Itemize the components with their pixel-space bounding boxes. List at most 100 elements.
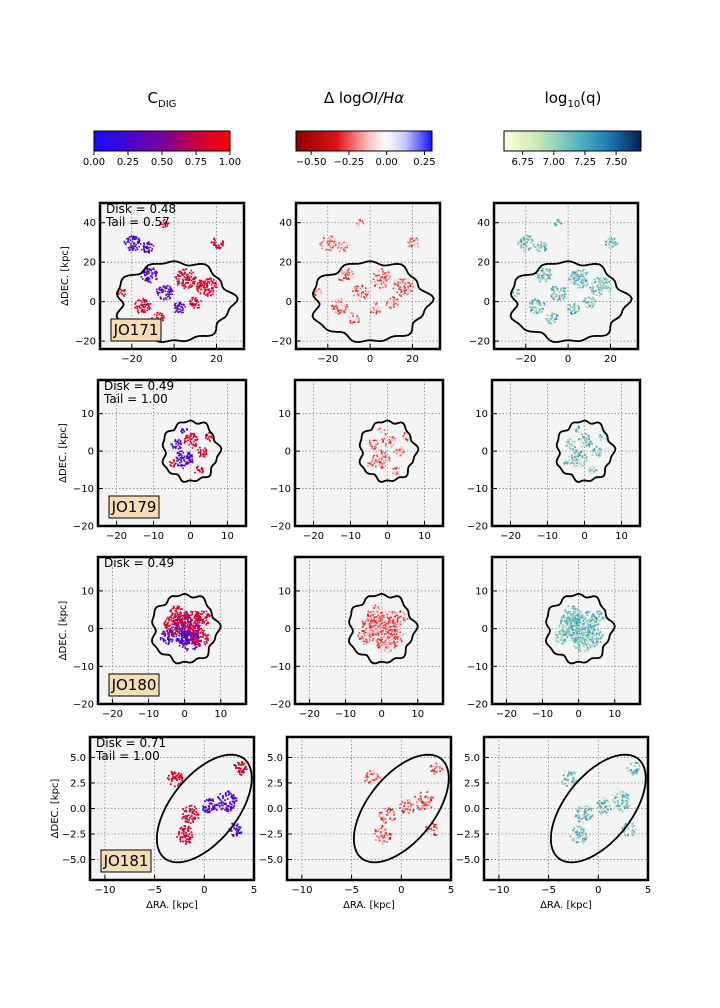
map-pixel: [183, 287, 186, 290]
map-pixel: [138, 299, 141, 301]
map-pixel: [571, 633, 574, 636]
map-pixel: [144, 274, 146, 277]
map-pixel: [582, 625, 585, 628]
map-pixel: [357, 321, 360, 323]
map-pixel: [339, 245, 341, 248]
map-pixel: [182, 429, 185, 432]
map-pixel: [179, 450, 181, 453]
map-pixel: [527, 235, 530, 238]
map-pixel: [388, 617, 390, 620]
map-pixel: [179, 270, 182, 273]
map-pixel: [187, 621, 190, 623]
map-pixel: [614, 241, 617, 243]
map-pixel: [548, 275, 551, 278]
map-pixel: [194, 627, 196, 629]
map-pixel: [354, 320, 357, 322]
map-pixel: [584, 301, 586, 304]
map-pixel: [391, 611, 394, 614]
map-pixel: [578, 622, 580, 625]
map-pixel: [184, 611, 187, 614]
map-pixel: [378, 305, 381, 307]
map-pixel: [164, 624, 166, 627]
map-pixel: [407, 435, 410, 438]
map-pixel: [344, 304, 346, 307]
map-pixel: [587, 282, 589, 285]
map-pixel: [182, 633, 185, 636]
map-pixel: [143, 306, 145, 309]
map-pixel: [378, 616, 381, 619]
column-title-0: CDIG: [148, 89, 177, 110]
map-pixel: [573, 306, 575, 308]
map-pixel: [605, 243, 607, 246]
map-pixel: [338, 300, 340, 303]
map-pixel: [409, 245, 412, 247]
map-pixel: [592, 465, 595, 468]
map-pixel: [138, 237, 140, 240]
map-pixel: [370, 628, 372, 631]
map-pixel: [582, 269, 584, 272]
map-pixel: [176, 612, 179, 614]
map-pixel: [175, 462, 177, 465]
map-pixel: [189, 454, 192, 457]
panel-content: [492, 380, 640, 526]
map-pixel: [189, 302, 192, 305]
map-pixel: [373, 457, 375, 459]
map-pixel: [211, 286, 213, 289]
map-pixel: [175, 309, 178, 312]
map-pixel: [568, 438, 570, 441]
map-pixel: [177, 638, 180, 640]
map-pixel: [199, 615, 202, 618]
map-pixel: [572, 616, 575, 618]
map-pixel: [188, 271, 191, 274]
map-pixel: [376, 463, 379, 466]
map-pixel: [204, 638, 207, 640]
map-pixel: [332, 245, 335, 248]
map-pixel: [570, 274, 573, 276]
map-pixel: [200, 468, 203, 471]
map-pixel: [374, 458, 377, 461]
map-pixel: [208, 614, 210, 616]
map-pixel: [398, 279, 400, 281]
map-pixel: [188, 633, 191, 636]
map-pixel: [328, 245, 331, 248]
map-pixel: [186, 629, 189, 632]
map-pixel: [190, 272, 193, 275]
map-pixel: [182, 632, 185, 635]
map-pixel: [193, 625, 196, 628]
map-pixel: [572, 274, 574, 276]
map-pixel: [181, 622, 184, 625]
map-pixel: [585, 444, 588, 447]
map-pixel: [571, 310, 573, 313]
map-pixel: [380, 633, 383, 635]
map-pixel: [171, 614, 174, 616]
map-pixel: [385, 302, 388, 304]
map-pixel: [180, 619, 182, 621]
x-tick-label: 20: [604, 354, 617, 365]
map-pixel: [400, 447, 402, 449]
map-pixel: [196, 630, 198, 632]
map-pixel: [184, 438, 186, 440]
map-pixel: [412, 243, 414, 246]
map-pixel: [400, 295, 403, 297]
map-pixel: [188, 275, 190, 278]
map-pixel: [146, 242, 148, 244]
map-pixel: [409, 240, 412, 242]
map-pixel: [174, 612, 177, 615]
map-pixel: [184, 271, 186, 274]
map-pixel: [169, 638, 172, 641]
map-pixel: [169, 285, 171, 288]
map-pixel: [584, 280, 587, 282]
map-pixel: [601, 281, 604, 284]
map-pixel: [581, 433, 583, 436]
map-pixel: [197, 623, 199, 626]
map-pixel: [590, 287, 593, 290]
map-pixel: [392, 296, 395, 299]
map-pixel: [566, 462, 568, 465]
map-pixel: [367, 615, 370, 617]
map-pixel: [394, 281, 396, 283]
map-pixel: [573, 465, 575, 467]
map-pixel: [567, 304, 569, 306]
map-pixel: [184, 615, 187, 618]
map-pixel: [388, 610, 391, 613]
